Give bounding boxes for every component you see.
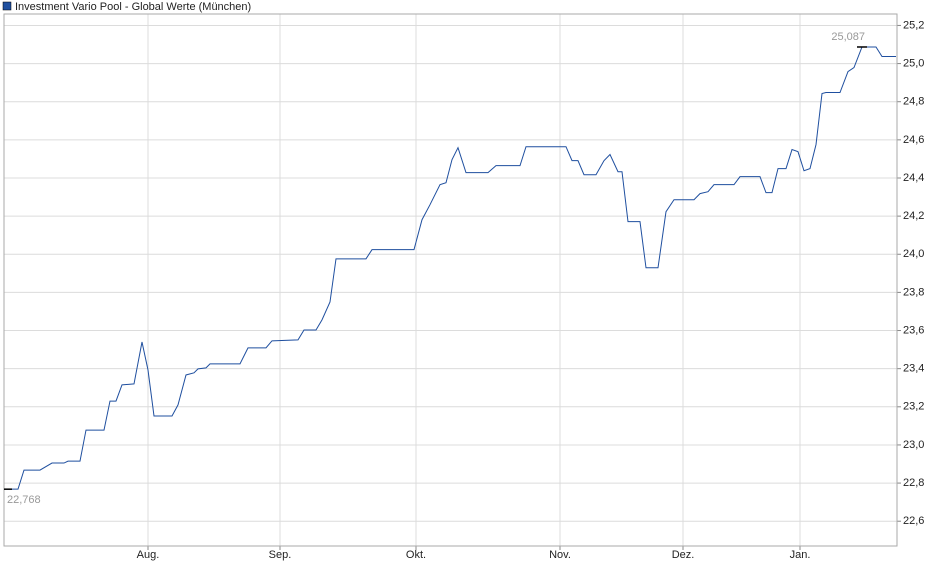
y-tick-label: 23,0 bbox=[903, 439, 924, 451]
x-tick-label: Jan. bbox=[790, 549, 811, 561]
x-tick-label: Sep. bbox=[269, 549, 292, 561]
y-tick-label: 23,6 bbox=[903, 324, 924, 336]
y-tick-label: 22,6 bbox=[903, 515, 924, 527]
x-tick-label: Okt. bbox=[406, 549, 426, 561]
y-tick-label: 24,8 bbox=[903, 96, 924, 108]
y-tick-label: 24,0 bbox=[903, 248, 924, 260]
legend-swatch bbox=[2, 1, 12, 11]
plot-frame bbox=[3, 13, 898, 547]
x-tick-label: Nov. bbox=[549, 549, 571, 561]
annotation: 22,768 bbox=[7, 494, 41, 506]
y-tick-label: 24,2 bbox=[903, 210, 924, 222]
y-tick-label: 25,0 bbox=[903, 57, 924, 69]
x-tick-label: Dez. bbox=[672, 549, 695, 561]
y-tick-label: 24,6 bbox=[903, 134, 924, 146]
y-tick-label: 23,4 bbox=[903, 363, 924, 375]
x-tick-label: Aug. bbox=[137, 549, 160, 561]
y-tick-label: 25,2 bbox=[903, 19, 924, 31]
y-tick-label: 24,4 bbox=[903, 172, 924, 184]
y-tick-label: 23,8 bbox=[903, 286, 924, 298]
line bbox=[4, 46, 896, 490]
annotation: 25,087 bbox=[831, 31, 865, 43]
y-tick-label: 22,8 bbox=[903, 477, 924, 489]
y-tick-label: 23,2 bbox=[903, 401, 924, 413]
legend-label: Investment Vario Pool - Global Werte (Mü… bbox=[15, 1, 251, 13]
